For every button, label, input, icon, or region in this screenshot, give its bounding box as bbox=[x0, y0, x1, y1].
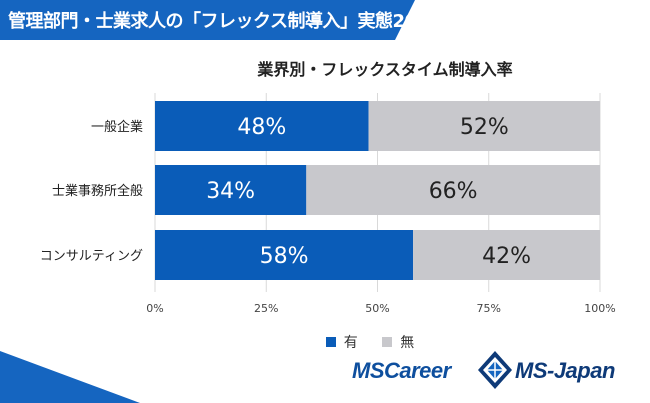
bar-yes-1 bbox=[155, 165, 307, 215]
x-tick-label-2: 50% bbox=[365, 302, 389, 315]
legend-label-yes: 有 bbox=[343, 335, 358, 351]
category-label-2: コンサルティング bbox=[40, 249, 143, 264]
legend-item-no: 無 bbox=[382, 332, 414, 352]
ms-japan-logo: MS-Japan bbox=[515, 358, 615, 383]
legend-item-yes: 有 bbox=[325, 332, 358, 352]
page-title: 管理部門・士業求人の「フレックス制導入」実態2023 bbox=[8, 11, 441, 32]
data-label-no-1: 66% bbox=[429, 179, 478, 204]
bar-no-1 bbox=[306, 165, 600, 215]
data-label-yes-1: 34% bbox=[206, 179, 255, 204]
bar-no-2 bbox=[413, 230, 600, 280]
legend-label-no: 無 bbox=[400, 335, 415, 351]
x-tick-label-0: 0% bbox=[146, 302, 163, 315]
bar-no-0 bbox=[368, 101, 600, 151]
bar-yes-2 bbox=[155, 230, 414, 280]
data-label-no-2: 42% bbox=[482, 244, 531, 269]
mscareer-logo: MSCareer bbox=[352, 358, 451, 383]
category-label-1: 士業事務所全般 bbox=[52, 183, 143, 199]
x-tick-label-1: 25% bbox=[254, 302, 278, 315]
x-tick-label-4: 100% bbox=[584, 302, 615, 315]
data-label-yes-2: 58% bbox=[260, 244, 309, 269]
category-label-0: 一般企業 bbox=[91, 119, 143, 135]
legend-swatch-yes bbox=[325, 337, 336, 347]
corner-decoration bbox=[0, 351, 140, 403]
ms-japan-emblem-icon bbox=[478, 351, 512, 389]
data-label-no-0: 52% bbox=[460, 115, 509, 140]
bar-yes-0 bbox=[155, 101, 369, 151]
legend-swatch-no bbox=[382, 337, 393, 347]
header-banner-shape bbox=[0, 0, 415, 40]
header-banner bbox=[0, 0, 415, 40]
x-tick-label-3: 75% bbox=[477, 302, 501, 315]
chart-title: 業界別・フレックスタイム制導入率 bbox=[257, 60, 513, 79]
data-label-yes-0: 48% bbox=[237, 115, 286, 140]
chart-legend: 有 無 bbox=[0, 332, 650, 352]
